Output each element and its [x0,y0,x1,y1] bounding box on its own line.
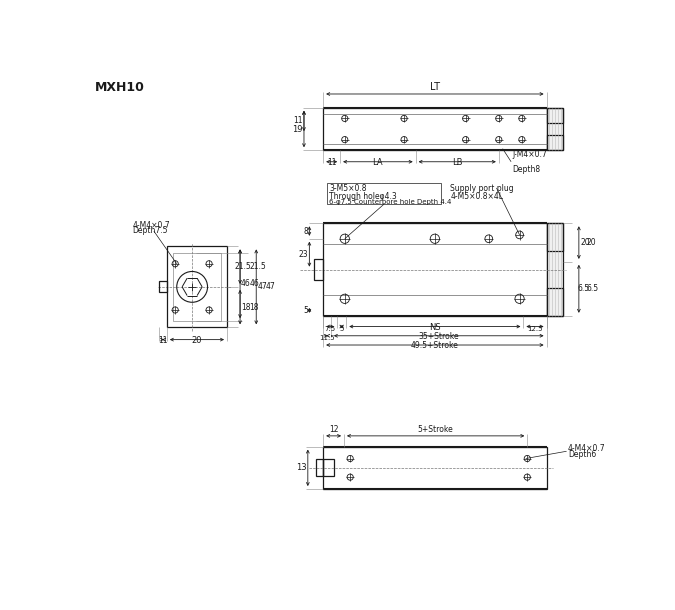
Bar [159,281,167,292]
Bar [167,246,227,328]
Text: 12: 12 [329,425,338,434]
Text: LA: LA [373,158,383,167]
Text: 23: 23 [298,249,308,259]
Text: 35+Stroke: 35+Stroke [418,332,459,341]
Text: 13: 13 [296,464,306,472]
Text: 21.5: 21.5 [249,262,266,271]
Text: LT: LT [430,82,440,92]
Bar [173,253,221,321]
Bar [314,259,323,281]
Text: 11: 11 [159,336,168,345]
Text: 6.5: 6.5 [587,284,599,293]
Text: Depth8: Depth8 [512,165,541,174]
Bar [547,223,564,316]
Text: 11: 11 [293,117,302,126]
Text: 46: 46 [241,279,251,289]
Text: 12.5: 12.5 [527,326,543,332]
Bar [547,108,564,150]
Text: 4-M5×0.8×4L: 4-M5×0.8×4L [450,192,504,201]
Text: 11.5: 11.5 [319,335,335,341]
Text: 8: 8 [303,226,308,235]
Text: Through holeφ4.3: Through holeφ4.3 [329,192,397,201]
Text: 6.5: 6.5 [578,284,590,293]
Bar [323,459,334,476]
Text: 5+Stroke: 5+Stroke [418,425,454,434]
Text: J-M4×0.7: J-M4×0.7 [512,151,547,159]
Text: Supply port plug: Supply port plug [450,184,514,193]
Bar [315,459,323,476]
Text: 4-M4×0.7: 4-M4×0.7 [132,220,170,229]
Text: 5: 5 [340,326,344,332]
Text: 21.5: 21.5 [234,262,251,271]
Text: 20: 20 [580,238,590,247]
Text: 49.5+Stroke: 49.5+Stroke [411,342,459,350]
Text: NS: NS [429,323,441,332]
Bar [327,182,441,204]
Text: 20: 20 [587,238,596,247]
Text: 7.5: 7.5 [325,326,335,332]
Text: 4-M4×0.7: 4-M4×0.7 [568,443,605,453]
Bar [323,447,547,489]
Text: 11: 11 [327,158,336,167]
Bar [323,108,547,150]
Bar [547,223,564,251]
Text: MXH10: MXH10 [95,81,145,94]
Text: 5: 5 [303,306,308,315]
Text: 18: 18 [249,303,259,312]
Text: 47: 47 [257,282,267,292]
Text: Depth7.5: Depth7.5 [132,226,168,235]
Bar [547,288,564,316]
Text: 3-M5×0.8: 3-M5×0.8 [329,184,367,193]
Bar [547,135,564,150]
Text: LB: LB [452,158,462,167]
Text: 20: 20 [192,336,202,345]
Text: 6-φ7.5 Counterbore hole Depth 4.4: 6-φ7.5 Counterbore hole Depth 4.4 [329,199,452,206]
Text: Depth6: Depth6 [568,450,596,459]
Text: 19: 19 [292,124,302,134]
Bar [323,223,547,316]
Text: 46: 46 [249,279,259,289]
Text: 47: 47 [265,282,275,292]
Text: 18: 18 [242,303,251,312]
Bar [547,108,564,123]
